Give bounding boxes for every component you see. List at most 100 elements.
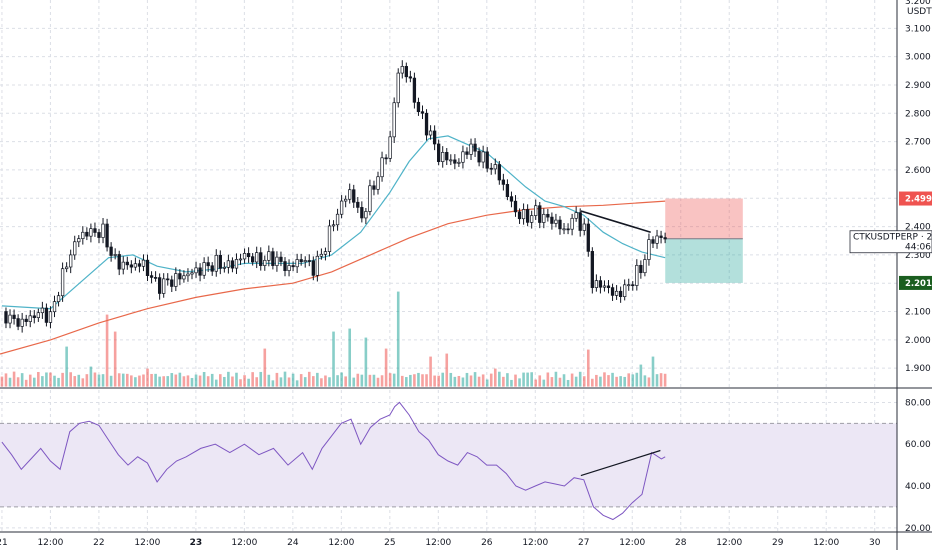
- volume-bar: [328, 377, 331, 387]
- candle-up: [73, 241, 77, 256]
- trendline: [580, 210, 651, 233]
- candle-down: [109, 246, 113, 256]
- time-tick-label: 24: [287, 538, 299, 548]
- candle-up: [238, 258, 243, 261]
- volume-bar: [223, 376, 226, 387]
- candle-up: [542, 213, 546, 223]
- candle-down: [251, 256, 255, 263]
- volume-bar: [595, 374, 598, 387]
- volume-bar: [461, 377, 465, 387]
- candle-down: [453, 159, 457, 164]
- volume-bar: [134, 377, 137, 387]
- volume-bar: [24, 379, 28, 387]
- candle-up: [182, 275, 186, 280]
- volume-bar: [639, 364, 643, 387]
- volume-bar: [623, 376, 626, 387]
- volume-bar: [368, 374, 372, 387]
- candle-down: [97, 232, 101, 238]
- time-tick-label: 12:00: [231, 538, 257, 548]
- volume-bar: [574, 376, 578, 387]
- candle-down: [550, 216, 554, 224]
- volume-bar: [619, 376, 622, 387]
- volume-bar: [170, 373, 174, 387]
- candle-down: [4, 311, 8, 324]
- stop-loss-zone: [665, 198, 743, 239]
- candle-down: [311, 260, 315, 276]
- candle-up: [234, 259, 239, 269]
- symbol-price-box: [849, 230, 932, 254]
- volume-bar: [45, 372, 48, 387]
- volume-bar: [344, 376, 347, 387]
- volume-bar: [312, 376, 315, 387]
- candle-up: [56, 295, 61, 302]
- volume-bar: [150, 373, 153, 387]
- candle-up: [562, 228, 566, 231]
- candle-down: [489, 167, 493, 170]
- volume-bar: [303, 377, 307, 387]
- volume-bar: [493, 368, 497, 387]
- volume-bar: [239, 379, 242, 387]
- candle-up: [335, 213, 340, 226]
- candle-up: [69, 254, 73, 268]
- volume-bar: [477, 376, 481, 387]
- candle-down: [85, 231, 89, 237]
- candle-down: [505, 184, 510, 197]
- candle-down: [149, 275, 154, 278]
- candle-up: [60, 268, 65, 297]
- volume-bar: [332, 331, 335, 387]
- candle-up: [36, 312, 40, 319]
- long-short-position-tool[interactable]: [665, 198, 743, 283]
- price-tick-label: 2.000: [905, 336, 931, 346]
- rsi-tick-label: 80.00: [905, 398, 931, 408]
- time-tick-label: 12:00: [813, 538, 839, 548]
- volume-bar: [263, 348, 267, 387]
- candle-up: [323, 251, 328, 255]
- volume-bar: [16, 377, 20, 387]
- volume-bar: [506, 373, 509, 387]
- candle-down: [404, 66, 408, 78]
- time-tick-label: 12:00: [134, 538, 160, 548]
- volume-bar: [384, 348, 388, 387]
- volume-bar: [388, 373, 392, 387]
- candle-down: [525, 209, 530, 223]
- candle-down: [206, 262, 210, 267]
- candle-down: [125, 261, 129, 266]
- volume-bar: [591, 378, 594, 387]
- volume-bar: [643, 375, 647, 387]
- candle-down: [538, 205, 542, 223]
- volume-bar: [231, 376, 234, 387]
- volume-bar: [514, 374, 517, 387]
- volume-bar: [267, 374, 271, 387]
- time-tick-label: 25: [384, 538, 395, 548]
- candle-down: [477, 150, 481, 163]
- volume-bar: [392, 373, 396, 387]
- volume-bar: [101, 374, 105, 387]
- candle-up: [574, 212, 578, 219]
- candle-up: [222, 266, 226, 269]
- rsi-band: [0, 423, 897, 507]
- candle-down: [631, 284, 635, 287]
- volume-bar: [360, 374, 364, 387]
- candle-down: [416, 101, 421, 113]
- candle-down: [509, 196, 514, 202]
- volume-bar: [340, 372, 343, 387]
- candle-down: [558, 219, 562, 230]
- volume-bar: [307, 371, 311, 387]
- volume-bars: [0, 291, 667, 387]
- candle-down: [618, 290, 623, 297]
- time-tick-label: 23: [190, 538, 203, 548]
- candle-up: [275, 256, 279, 266]
- candle-down: [473, 143, 477, 152]
- candle-up: [133, 263, 138, 268]
- candle-down: [639, 264, 643, 274]
- volume-bar: [655, 374, 659, 387]
- candle-down: [24, 318, 28, 322]
- candle-up: [331, 224, 336, 227]
- volume-bar: [73, 376, 77, 387]
- volume-bar: [599, 376, 602, 387]
- candle-up: [428, 130, 433, 136]
- candle-down: [129, 264, 133, 268]
- candle-down: [497, 164, 501, 181]
- volume-bar: [530, 372, 533, 387]
